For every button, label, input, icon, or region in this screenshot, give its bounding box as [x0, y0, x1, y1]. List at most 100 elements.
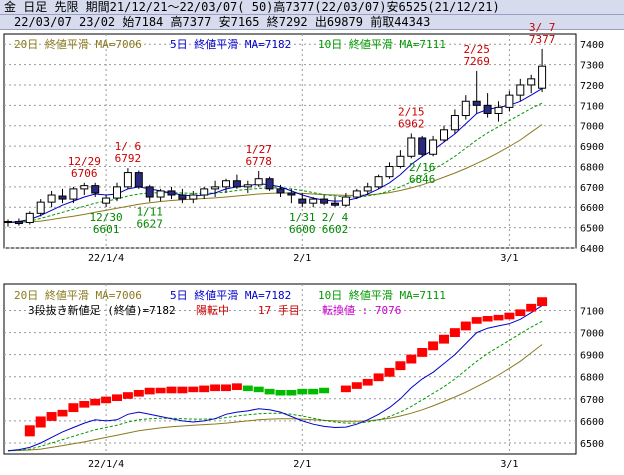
new-price-brick: [264, 388, 275, 395]
new-price-x-axis: 22/1/4 2/1 3/1: [88, 459, 518, 470]
new-price-brick: [166, 386, 177, 394]
new-price-brick: [199, 385, 210, 393]
candle-body: [222, 180, 230, 188]
high-annotation-date: 12/29: [68, 155, 101, 168]
new-price-brick: [221, 384, 231, 392]
price-y-tick-label: 6700: [580, 183, 604, 194]
price-x-axis: 22/1/4 2/1 3/1: [88, 253, 518, 264]
candle-body: [505, 94, 514, 108]
new-price-y-axis: 6500 6600 6700 6800 6900 7000 7100: [580, 306, 604, 449]
low-annotation-date: 1/11: [136, 206, 163, 219]
candle-body: [287, 192, 296, 196]
candle-body: [25, 212, 34, 224]
candle-body: [113, 186, 121, 199]
new-price-brick: [112, 394, 122, 402]
candle-body: [309, 198, 318, 204]
new-price-x-tick-label: 3/1: [500, 459, 518, 470]
new-price-brick: [297, 388, 308, 395]
price-moving-averages: [7, 88, 543, 223]
new-price-x-tick-label: 22/1/4: [88, 459, 124, 470]
new-price-brick: [526, 303, 537, 312]
high-annotation-value: 6962: [398, 117, 425, 130]
new-price-y-tick-label: 7100: [580, 306, 604, 317]
new-price-brick: [57, 409, 68, 417]
high-annotation-date: 2/25: [463, 43, 490, 56]
ma10-line: [7, 102, 543, 223]
bottom-ma10-line: [7, 320, 543, 452]
new-price-brick: [308, 388, 319, 395]
candle-body: [254, 178, 263, 186]
new-price-brick: [482, 316, 493, 322]
ma5-line: [7, 88, 543, 223]
candle-body: [418, 137, 427, 155]
candle-body: [516, 84, 525, 96]
price-panel: [3, 33, 577, 249]
candle-body: [102, 197, 111, 204]
new-price-y-tick-label: 6600: [580, 417, 604, 428]
high-annotation-date: 1/27: [245, 143, 272, 156]
price-y-tick-label: 6600: [580, 203, 604, 214]
new-price-brick: [133, 389, 144, 397]
candle-body: [472, 100, 481, 106]
chart-header-summary: 金 日足 先限 期間21/12/21～22/03/07( 50)高7377(22…: [0, 0, 624, 15]
new-price-brick: [242, 385, 253, 392]
kagi-count: 17 手目: [258, 303, 300, 317]
low-annotation-value: 6600: [289, 223, 316, 236]
high-annotation-date: 1/ 6: [115, 140, 142, 153]
new-price-brick: [515, 309, 526, 317]
new-price-brick: [351, 382, 362, 389]
new-price-brick: [90, 398, 101, 406]
legend-bottom-ma20: 20日 終値平滑 MA=7006: [14, 288, 142, 302]
new-price-moving-averages: [7, 305, 543, 452]
low-annotation-value: 6627: [136, 218, 163, 231]
new-price-y-tick-label: 6900: [580, 351, 604, 362]
new-price-brick: [79, 401, 90, 408]
new-price-brick: [24, 425, 35, 437]
candle-body: [527, 78, 536, 86]
low-annotation-date: 2/ 4: [322, 211, 349, 224]
candle-body: [363, 186, 372, 192]
price-y-tick-label: 7200: [580, 81, 604, 92]
candle-body: [4, 221, 12, 224]
price-y-tick-label: 7000: [580, 122, 604, 133]
candle-body: [429, 139, 438, 155]
kagi-title: 3段抜き新値足 (終値)=7182: [28, 303, 176, 317]
bottom-ma20-line: [7, 344, 543, 452]
candle-body: [440, 129, 448, 141]
new-price-brick: [439, 334, 449, 344]
high-annotation-date: 3/ 7: [529, 21, 556, 34]
candle-body: [374, 176, 383, 188]
new-price-brick: [504, 312, 515, 320]
price-x-tick-label: 22/1/4: [88, 253, 124, 264]
high-annotation-value: 6778: [245, 155, 272, 168]
candle-body: [341, 196, 350, 206]
price-y-tick-label: 6900: [580, 142, 604, 153]
new-price-brick: [46, 412, 57, 421]
candle-body: [91, 185, 100, 194]
candle-body: [265, 178, 274, 190]
candle-body: [396, 155, 405, 167]
price-y-tick-label: 7100: [580, 101, 604, 112]
low-annotation-date: 1/31: [289, 211, 316, 224]
high-annotation-value: 6706: [71, 167, 98, 180]
new-price-brick: [395, 361, 406, 371]
price-y-tick-label: 7300: [580, 61, 604, 72]
new-price-brick: [275, 389, 286, 396]
new-price-brick: [188, 386, 199, 393]
new-price-brick: [471, 317, 482, 324]
candle-body: [189, 194, 198, 200]
candle-body: [47, 194, 56, 203]
new-price-brick: [319, 387, 330, 394]
candle-body: [320, 198, 329, 204]
candle-body: [407, 137, 416, 157]
new-price-brick: [417, 348, 428, 357]
new-price-brick: [231, 383, 242, 390]
new-price-brick: [210, 384, 221, 392]
price-y-tick-label: 6400: [580, 244, 604, 255]
high-annotation-value: 7377: [529, 33, 556, 46]
price-y-tick-label: 7400: [580, 40, 604, 51]
high-annotation-date: 2/15: [398, 105, 425, 118]
candle-body: [538, 65, 547, 89]
ma20-line: [7, 124, 543, 223]
